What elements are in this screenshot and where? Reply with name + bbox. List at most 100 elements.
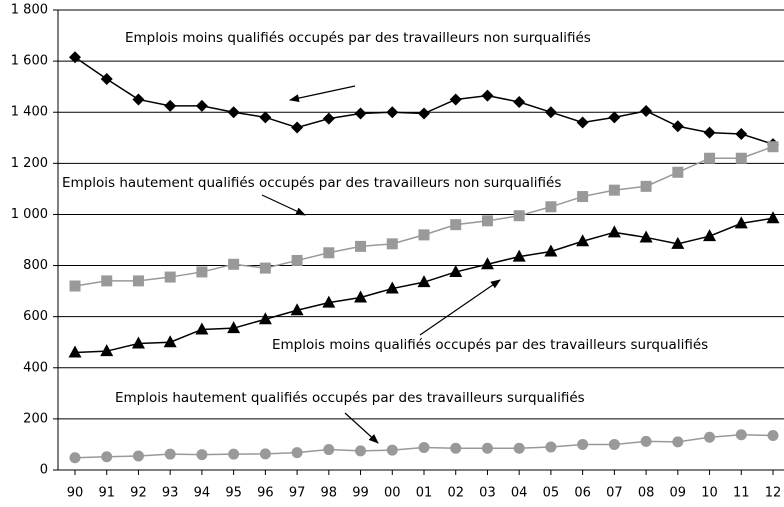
marker [385, 281, 399, 294]
marker [196, 449, 208, 461]
x-tick-label: 96 [257, 486, 274, 501]
x-tick-label: 03 [479, 486, 496, 501]
marker [735, 152, 747, 164]
marker [704, 152, 716, 164]
marker [766, 211, 780, 224]
marker [290, 303, 304, 316]
y-tick-label: 1 600 [11, 54, 48, 69]
marker [228, 448, 240, 460]
marker [291, 121, 304, 134]
x-tick-label: 08 [638, 486, 655, 501]
x-tick-label: 06 [574, 486, 591, 501]
marker [69, 280, 81, 292]
marker [640, 180, 652, 192]
marker [227, 106, 240, 119]
marker [323, 444, 335, 456]
marker [101, 275, 113, 287]
x-tick-label: 00 [384, 486, 401, 501]
arrow [261, 194, 306, 216]
marker [671, 120, 684, 133]
marker [227, 321, 241, 334]
marker [544, 244, 558, 257]
marker [164, 99, 177, 112]
marker [703, 229, 717, 242]
x-tick-label: 97 [289, 486, 306, 501]
x-tick-label: 94 [194, 486, 211, 501]
series-line [74, 56, 774, 145]
marker [195, 99, 208, 112]
marker [545, 201, 557, 213]
x-tick-label: 04 [511, 486, 528, 501]
marker [259, 448, 271, 460]
x-tick-label: 01 [416, 486, 433, 501]
marker [355, 445, 367, 457]
marker [259, 111, 272, 124]
marker [322, 112, 335, 125]
y-tick-label: 1 200 [11, 156, 48, 171]
marker [577, 438, 589, 450]
marker [196, 266, 208, 278]
marker [545, 441, 557, 453]
marker [354, 290, 368, 303]
y-tick-label: 400 [23, 360, 48, 375]
arrow [289, 85, 356, 103]
marker [513, 96, 526, 108]
marker [576, 116, 589, 129]
marker [608, 184, 620, 196]
x-tick-label: 05 [543, 486, 560, 501]
marker [69, 452, 81, 464]
marker [703, 126, 716, 139]
marker [355, 240, 367, 252]
marker [417, 275, 431, 288]
marker [672, 166, 684, 178]
arrow [419, 279, 501, 336]
marker [608, 438, 620, 450]
y-tick-label: 800 [23, 258, 48, 273]
marker [132, 93, 145, 106]
marker [68, 345, 82, 358]
marker [101, 451, 113, 463]
marker [767, 430, 779, 441]
marker [100, 73, 113, 85]
marker [131, 336, 145, 349]
marker [418, 229, 430, 241]
marker [291, 447, 303, 459]
marker [100, 344, 114, 357]
x-tick-label: 92 [130, 486, 147, 501]
marker [576, 234, 590, 247]
marker [132, 450, 144, 462]
marker [323, 247, 335, 259]
annotation: Emplois moins qualifiés occupés par des … [272, 337, 708, 353]
marker [735, 127, 748, 140]
marker [672, 436, 684, 448]
marker [386, 106, 399, 119]
marker [481, 442, 493, 454]
x-tick-label: 09 [670, 486, 687, 501]
marker [386, 238, 398, 250]
annotation: Emplois hautement qualifiés occupés par … [115, 390, 585, 406]
annotations: Emplois moins qualifiés occupés par des … [62, 30, 708, 406]
x-tick-label: 12 [765, 486, 782, 501]
y-tick-label: 1 400 [11, 105, 48, 120]
y-tick-label: 1 000 [11, 207, 48, 222]
x-tick-label: 11 [733, 486, 750, 501]
marker [608, 111, 621, 124]
annotation: Emplois moins qualifiés occupés par des … [125, 30, 591, 46]
marker [450, 219, 462, 231]
marker [418, 107, 430, 120]
marker [450, 442, 462, 454]
marker [735, 429, 747, 441]
marker [386, 444, 398, 456]
marker [69, 51, 81, 64]
marker [704, 431, 716, 443]
marker [671, 236, 685, 249]
marker [734, 216, 748, 229]
y-tick-label: 200 [23, 411, 48, 426]
marker [164, 271, 176, 283]
y-tick-label: 1 800 [11, 3, 48, 18]
marker [512, 249, 526, 262]
marker [195, 322, 209, 335]
marker [449, 264, 463, 277]
